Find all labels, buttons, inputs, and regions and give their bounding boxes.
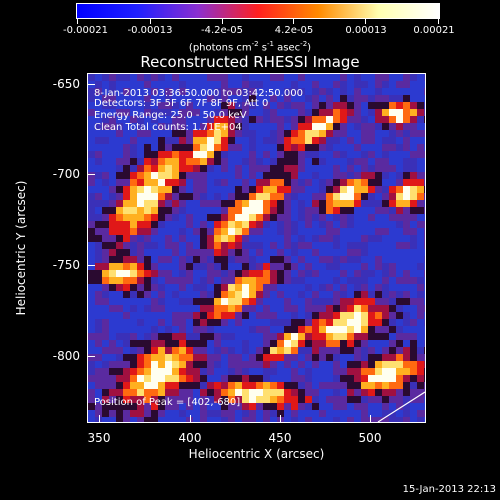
solar-limb-line — [377, 391, 425, 422]
generation-timestamp: 15-Jan-2013 22:13 — [402, 484, 496, 495]
colorbar-label: -0.00021 — [63, 25, 108, 36]
colorbar-tick — [438, 19, 439, 24]
y-tick-label: -700 — [52, 167, 80, 181]
colorbar-label: 0.00013 — [345, 25, 387, 36]
method-counts: Clean Total counts: 1.71E+04 — [94, 122, 242, 133]
x-tick — [190, 415, 191, 423]
y-tick — [87, 174, 95, 175]
colorbar-tick — [222, 19, 223, 24]
x-tick-label: 500 — [358, 431, 382, 445]
colorbar-label: 0.00021 — [413, 25, 455, 36]
energy-range: Energy Range: 25.0 - 50.0 keV — [94, 110, 247, 121]
colorbar-tick — [77, 19, 78, 24]
detectors: Detectors: 3F 5F 6F 7F 8F 9F, Att 0 — [94, 98, 269, 109]
x-tick-label: 350 — [87, 431, 111, 445]
plot-title: Reconstructed RHESSI Image — [140, 53, 360, 71]
observation-time: 8-Jan-2013 03:36:50.000 to 03:42:50.000 — [94, 88, 303, 99]
colorbar-tick — [150, 19, 151, 24]
colorbar-label: 4.2e-05 — [274, 25, 314, 36]
colorbar — [76, 3, 440, 19]
colorbar-tick — [293, 19, 294, 24]
x-tick-label: 400 — [178, 431, 202, 445]
y-tick — [87, 84, 95, 85]
x-axis-label: Heliocentric X (arcsec) — [188, 447, 325, 461]
heatmap — [88, 74, 425, 422]
colorbar-label: -0.00013 — [127, 25, 173, 36]
y-tick — [87, 265, 95, 266]
peak-position: Position of Peak = [402,-680] — [94, 397, 241, 408]
y-tick-label: -800 — [52, 349, 80, 363]
colorbar-label: -4.2e-05 — [201, 25, 243, 36]
y-tick-label: -650 — [52, 77, 80, 91]
colorbar-units: (photons cm-2 s-1 asec-2) — [188, 40, 312, 54]
colorbar-tick — [365, 19, 366, 24]
x-tick — [99, 415, 100, 423]
y-axis-label: Heliocentric Y (arcsec) — [14, 180, 28, 316]
y-tick-label: -750 — [52, 258, 80, 272]
y-tick — [87, 356, 95, 357]
x-tick — [280, 415, 281, 423]
x-tick — [370, 415, 371, 423]
x-tick-label: 450 — [268, 431, 292, 445]
reconstructed-image — [87, 73, 426, 423]
